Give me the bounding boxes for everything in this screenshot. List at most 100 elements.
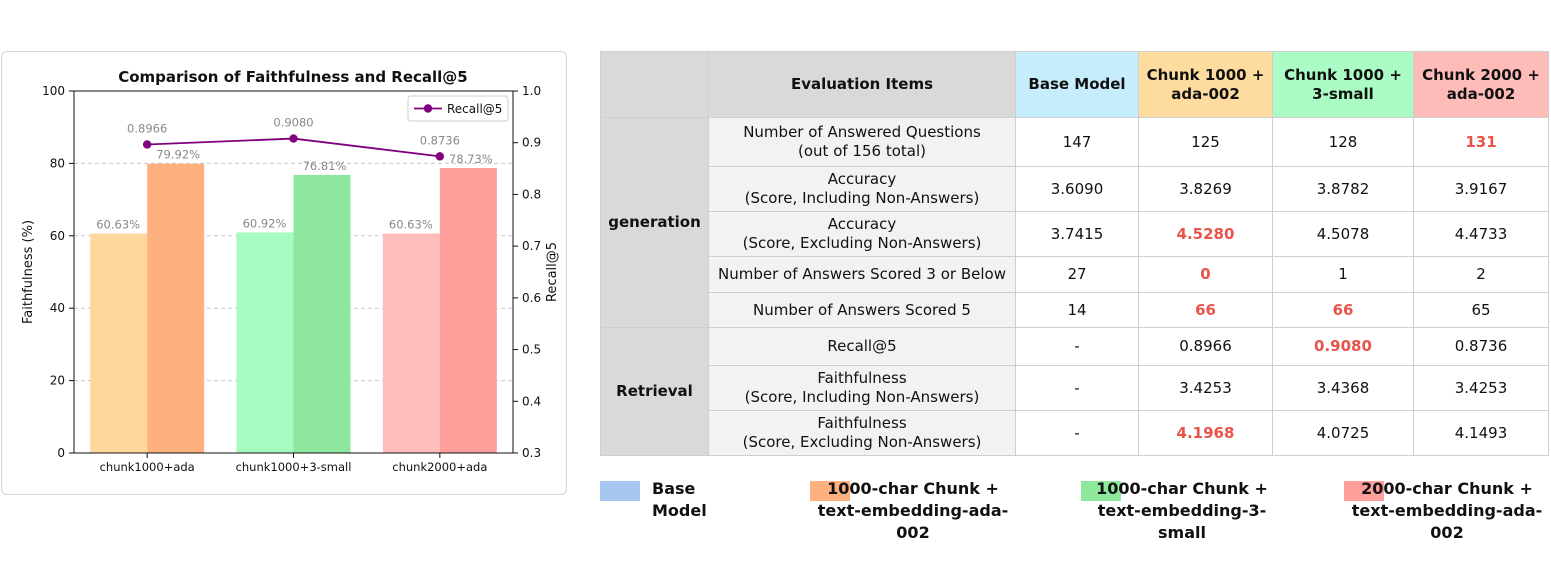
legend-swatch — [600, 481, 640, 501]
header-cell: Base Model — [1015, 51, 1139, 118]
table-row: Faithfulness (Score, Including Non-Answe… — [601, 365, 1549, 411]
value-cell: - — [1015, 365, 1139, 411]
legend-label: Base Model — [652, 479, 707, 520]
value-cell: 0.8736 — [1413, 327, 1549, 366]
bar-value-label: 60.92% — [243, 216, 287, 230]
value-cell: 66 — [1138, 292, 1273, 328]
recall-value-label: 0.8966 — [127, 121, 167, 135]
recall-line-group: 0.8966 0.9080 0.8736 — [127, 116, 460, 161]
value-cell: 3.9167 — [1413, 166, 1549, 212]
value-cell: 4.1968 — [1138, 410, 1273, 456]
bar — [236, 232, 294, 453]
legend-label: 1000-char Chunk + text-embedding-ada-002 — [817, 479, 1009, 542]
x-tick-label: chunk1000+ada — [100, 460, 195, 474]
value-cell: 4.0725 — [1272, 410, 1414, 456]
value-cell: 3.7415 — [1015, 211, 1139, 257]
y2-tick-label: 0.9 — [522, 136, 541, 150]
value-cell: 1 — [1272, 256, 1414, 293]
legend-swatch — [810, 481, 850, 501]
header-cell: Chunk 1000 + ada-002 — [1138, 51, 1273, 118]
bar — [147, 163, 205, 453]
header-cell — [600, 51, 709, 118]
table-row: Accuracy (Score, Excluding Non-Answers) 3… — [601, 211, 1549, 257]
evaluation-item: Faithfulness (Score, Including Non-Answe… — [708, 365, 1016, 411]
legend-swatch — [1344, 481, 1384, 501]
legend-label: 1000-char Chunk + text-embedding-3-small — [1096, 479, 1268, 542]
bar-value-label: 76.81% — [303, 159, 347, 173]
header-cell: Chunk 2000 + ada-002 — [1413, 51, 1549, 118]
value-cell: 128 — [1272, 117, 1414, 167]
value-cell: 3.4368 — [1272, 365, 1414, 411]
y2-tick-label: 0.6 — [522, 291, 541, 305]
value-cell: 3.4253 — [1413, 365, 1549, 411]
y2-tick-label: 0.5 — [522, 343, 541, 357]
legend-swatch — [1081, 481, 1121, 501]
bar — [382, 233, 440, 453]
table-row: Faithfulness (Score, Excluding Non-Answe… — [601, 410, 1549, 456]
chart-legend: Recall@5 — [407, 95, 509, 122]
value-cell: 65 — [1413, 292, 1549, 328]
faithfulness-recall-chart: Comparison of Faithfulness and Recall@5 … — [21, 68, 560, 474]
value-cell: 0 — [1138, 256, 1273, 293]
recall-value-label: 0.9080 — [273, 116, 313, 130]
evaluation-item: Accuracy (Score, Excluding Non-Answers) — [708, 211, 1016, 257]
y-axis-label: Faithfulness (%) — [21, 220, 36, 324]
value-cell: - — [1015, 327, 1139, 366]
value-cell: 4.5280 — [1138, 211, 1273, 257]
value-cell: 2 — [1413, 256, 1549, 293]
legend-box — [407, 95, 509, 122]
value-cell: 3.6090 — [1015, 166, 1139, 212]
value-cell: 131 — [1413, 117, 1549, 167]
recall-point — [435, 152, 445, 161]
bar-value-label: 60.63% — [96, 218, 140, 232]
evaluation-item: Accuracy (Score, Including Non-Answers) — [708, 166, 1016, 212]
value-cell: 4.5078 — [1272, 211, 1414, 257]
value-cell: 3.8269 — [1138, 166, 1273, 212]
header-cell: Evaluation Items — [708, 51, 1016, 118]
y2-axis-label: Recall@5 — [545, 242, 560, 302]
y2-tick-label: 0.4 — [522, 394, 541, 408]
y-tick-label: 40 — [50, 301, 65, 315]
value-cell: 66 — [1272, 292, 1414, 328]
value-cell: 4.4733 — [1413, 211, 1549, 257]
recall-point — [289, 134, 298, 143]
chart-panel: Comparison of Faithfulness and Recall@5 … — [1, 51, 567, 495]
y2-tick-label: 1.0 — [522, 84, 541, 98]
evaluation-table: Evaluation Items Base Model Chunk 1000 + a… — [600, 51, 1549, 456]
value-cell: 14 — [1015, 292, 1139, 328]
value-cell: 147 — [1015, 117, 1139, 167]
y-tick-label: 80 — [50, 156, 65, 170]
y2-tick-label: 0.7 — [522, 239, 541, 253]
bar — [439, 167, 497, 453]
evaluation-item: Faithfulness (Score, Excluding Non-Answe… — [708, 410, 1016, 456]
evaluation-item: Number of Answers Scored 3 or Below — [708, 256, 1016, 293]
value-cell: 4.1493 — [1413, 410, 1549, 456]
evaluation-item: Recall@5 — [708, 327, 1016, 366]
legend-label: 2000-char Chunk + text-embedding-ada-002 — [1351, 479, 1543, 542]
chart-title: Comparison of Faithfulness and Recall@5 — [118, 68, 468, 86]
y-tick-label: 60 — [50, 229, 65, 243]
header-cell: Chunk 1000 + 3-small — [1272, 51, 1414, 118]
y-tick-label: 100 — [42, 84, 65, 98]
section-label: Retrieval — [600, 327, 709, 456]
legend-marker — [423, 104, 433, 113]
value-cell: 125 — [1138, 117, 1273, 167]
table-row: Number of Answers Scored 3 or Below 27 0 1 2 — [601, 256, 1549, 293]
legend-label: Recall@5 — [447, 102, 502, 116]
evaluation-item: Number of Answers Scored 5 — [708, 292, 1016, 328]
bar-group: 60.63% 60.92% 60.63% 79.92% 76.81% 78.73% — [90, 148, 497, 453]
value-cell: 3.8782 — [1272, 166, 1414, 212]
bar — [293, 174, 351, 453]
table-header-row: Evaluation Items Base Model Chunk 1000 + a… — [600, 51, 1549, 118]
table-row: generation Number of Answered Questions (… — [600, 117, 1549, 328]
bar-value-label: 60.63% — [389, 218, 433, 232]
value-cell: 3.4253 — [1138, 365, 1273, 411]
table-legend: Base Model 1000-char Chunk + text-embeddi… — [600, 478, 1551, 542]
bar-value-label: 79.92% — [156, 148, 200, 162]
y-tick-label: 20 — [50, 374, 65, 388]
table-row: Number of Answers Scored 5 14 66 66 65 — [601, 292, 1549, 328]
recall-value-label: 0.8736 — [420, 133, 460, 147]
value-cell: - — [1015, 410, 1139, 456]
evaluation-table-wrap: Evaluation Items Base Model Chunk 1000 + a… — [600, 51, 1549, 456]
value-cell: 0.9080 — [1272, 327, 1414, 366]
